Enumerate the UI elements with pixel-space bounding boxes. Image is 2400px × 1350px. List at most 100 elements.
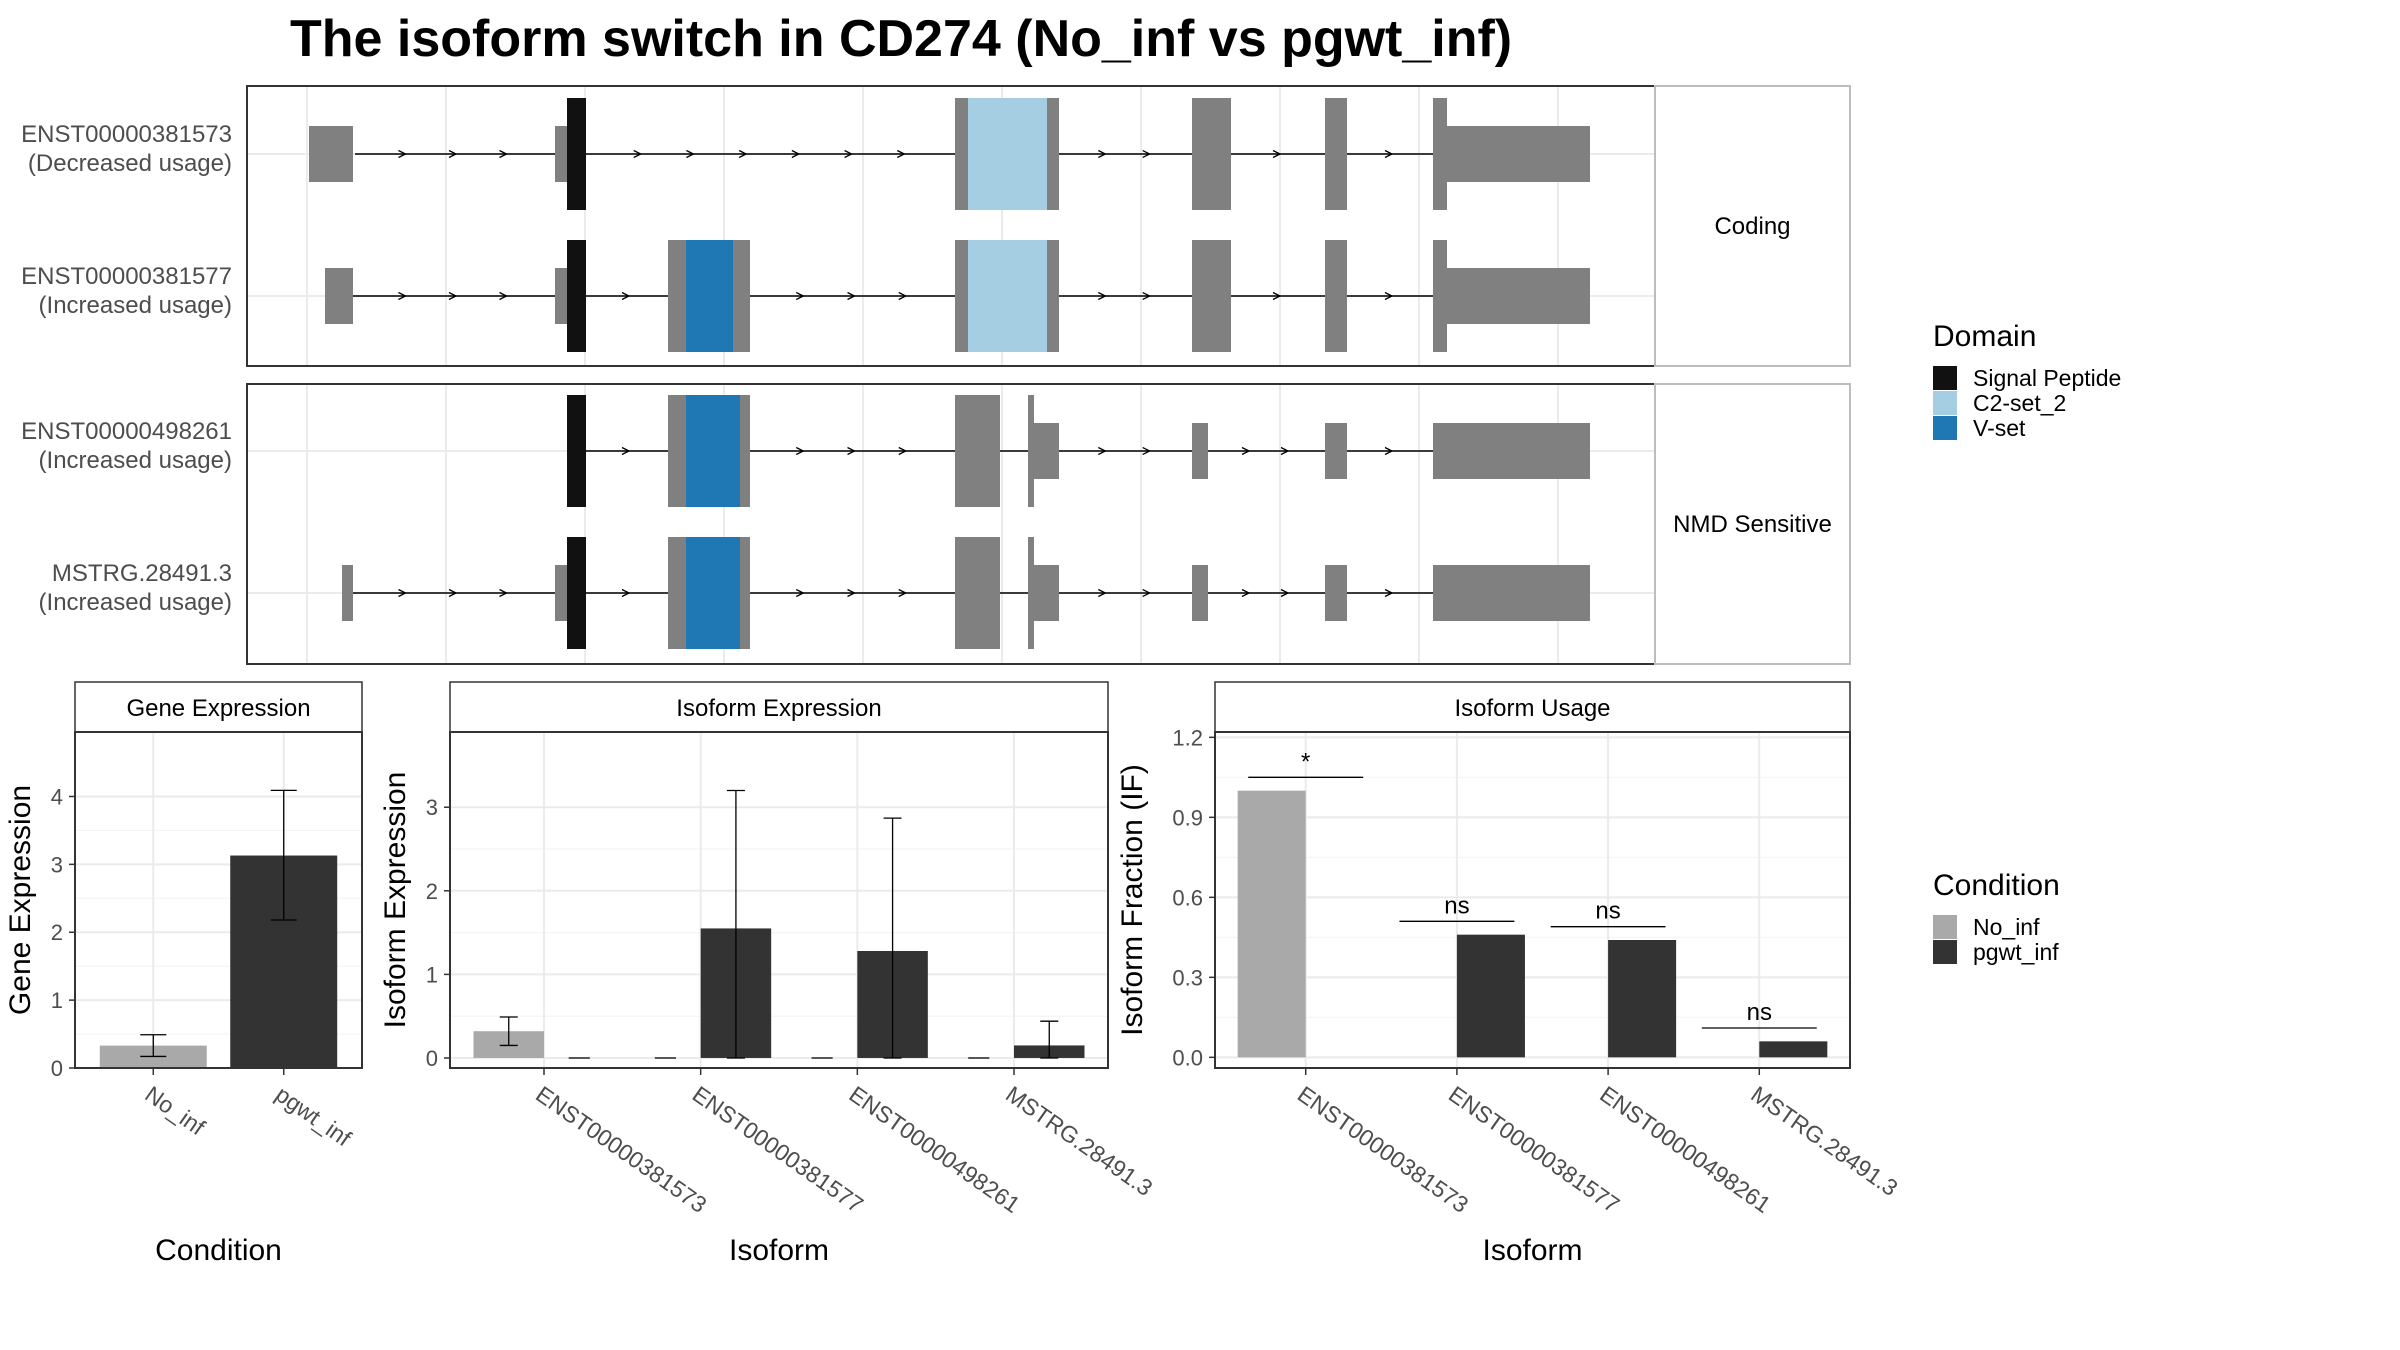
exon bbox=[1192, 98, 1231, 210]
panel-strip-title: Isoform Expression bbox=[676, 695, 881, 722]
legend-label: C2-set_2 bbox=[1973, 390, 2066, 416]
y-tick-label: 1 bbox=[51, 988, 63, 1013]
exon bbox=[955, 537, 1000, 649]
x-tick-label: MSTRG.28491.3 bbox=[1001, 1081, 1157, 1201]
exon bbox=[1047, 98, 1059, 210]
signal-peptide-domain bbox=[567, 240, 586, 352]
x-tick-label: No_inf bbox=[140, 1081, 210, 1141]
bar-pgwt_inf-ENST00000381577 bbox=[1456, 934, 1525, 1058]
intron-arrow bbox=[1241, 446, 1251, 456]
exon bbox=[740, 395, 750, 507]
intron-arrow bbox=[398, 149, 407, 159]
intron-arrow bbox=[898, 291, 908, 301]
panel-border bbox=[1214, 731, 1851, 1069]
exon bbox=[1047, 240, 1059, 352]
y-tick-label: 0.6 bbox=[1172, 885, 1203, 910]
exon bbox=[955, 98, 968, 210]
intron-arrow bbox=[898, 446, 908, 456]
intron-arrow bbox=[1142, 588, 1152, 598]
intron-arrow bbox=[1142, 291, 1152, 301]
intron-arrow bbox=[398, 588, 407, 598]
intron-arrow bbox=[1142, 446, 1152, 456]
exon bbox=[1192, 240, 1231, 352]
transcript-MSTRG.28491.3 bbox=[342, 537, 1590, 649]
intron-arrow bbox=[1098, 588, 1107, 598]
intron-arrow bbox=[499, 149, 508, 159]
isoform-label: ENST00000498261 bbox=[21, 418, 232, 445]
bar-pgwt_inf-MSTRG.28491.3 bbox=[1759, 1041, 1828, 1058]
y-tick-label: 0.3 bbox=[1172, 965, 1203, 990]
legend-label: V-set bbox=[1973, 415, 2026, 441]
isoform-label: MSTRG.28491.3 bbox=[52, 560, 232, 587]
facet-strip-label: Coding bbox=[1714, 213, 1790, 240]
legend-key bbox=[1933, 940, 1957, 964]
legend-key bbox=[1933, 366, 1957, 390]
intron-arrow bbox=[1280, 588, 1290, 598]
isoform-label: ENST00000381577 bbox=[21, 263, 232, 290]
intron-arrow bbox=[795, 291, 805, 301]
exon bbox=[1325, 423, 1347, 479]
intron-arrow bbox=[1098, 446, 1107, 456]
intron-arrow bbox=[621, 446, 631, 456]
y-tick-label: 1 bbox=[426, 962, 438, 987]
intron-arrow bbox=[896, 149, 906, 159]
y-tick-label: 0 bbox=[426, 1046, 438, 1071]
transcript-ENST00000381577 bbox=[325, 240, 1590, 352]
intron-arrow bbox=[1280, 446, 1290, 456]
exon bbox=[955, 395, 1000, 507]
facet-strip bbox=[1654, 383, 1851, 665]
intron-arrow bbox=[633, 149, 643, 159]
isoform-usage-label: (Increased usage) bbox=[39, 589, 232, 616]
exon bbox=[733, 240, 750, 352]
exon bbox=[1433, 240, 1447, 352]
exon bbox=[1325, 565, 1347, 621]
intron-arrow bbox=[499, 291, 508, 301]
intron-arrow bbox=[1272, 291, 1282, 301]
y-tick-label: 0.9 bbox=[1172, 805, 1203, 830]
y-axis-title: Gene Expression bbox=[4, 785, 37, 1015]
significance-label: ns bbox=[1595, 898, 1620, 925]
intron-arrow bbox=[791, 149, 801, 159]
gene-expression-panel: Gene Expression 0 1 2 3 4 No_inf pgwt_inf Condit… bbox=[4, 681, 363, 1267]
signal-peptide-domain bbox=[567, 395, 586, 507]
x-tick-label: MSTRG.28491.3 bbox=[1746, 1081, 1902, 1201]
y-tick-label: 2 bbox=[51, 920, 63, 945]
bar-pgwt_inf-ENST00000498261 bbox=[1608, 940, 1677, 1058]
intron-arrow bbox=[1098, 149, 1107, 159]
exon bbox=[1433, 98, 1447, 210]
x-tick-label: ENST00000381577 bbox=[688, 1081, 868, 1218]
exon bbox=[668, 240, 686, 352]
exon bbox=[1192, 423, 1208, 479]
c2-set-domain bbox=[968, 240, 1047, 352]
x-tick-label: pgwt_inf bbox=[271, 1081, 357, 1152]
legend-title: Condition bbox=[1933, 869, 2060, 902]
exon bbox=[1034, 565, 1059, 621]
panel-strip bbox=[449, 681, 1109, 733]
intron-arrow bbox=[898, 588, 908, 598]
legend-title: Domain bbox=[1933, 320, 2036, 353]
intron-arrow bbox=[1384, 446, 1394, 456]
legend-label: pgwt_inf bbox=[1973, 939, 2059, 965]
intron-arrow bbox=[844, 149, 854, 159]
x-tick-label: ENST00000381573 bbox=[531, 1081, 711, 1218]
x-tick-label: ENST00000498261 bbox=[844, 1081, 1024, 1218]
intron-arrow bbox=[1384, 149, 1394, 159]
exon bbox=[668, 537, 686, 649]
isoform-usage-label: (Increased usage) bbox=[39, 447, 232, 474]
legend-label: No_inf bbox=[1973, 914, 2040, 940]
exon bbox=[1325, 240, 1347, 352]
exon bbox=[1028, 395, 1034, 507]
intron-arrow bbox=[448, 149, 458, 159]
v-set-domain bbox=[686, 240, 733, 352]
significance-label: ns bbox=[1747, 999, 1772, 1026]
y-tick-label: 1.2 bbox=[1172, 725, 1203, 750]
legend-key bbox=[1933, 391, 1957, 415]
legend-key bbox=[1933, 915, 1957, 939]
exon bbox=[1433, 565, 1590, 621]
y-axis-title: Isoform Expression bbox=[379, 772, 412, 1029]
panel-border bbox=[74, 731, 363, 1069]
significance-label: * bbox=[1301, 748, 1310, 775]
isoform-usage-label: (Decreased usage) bbox=[28, 150, 232, 177]
